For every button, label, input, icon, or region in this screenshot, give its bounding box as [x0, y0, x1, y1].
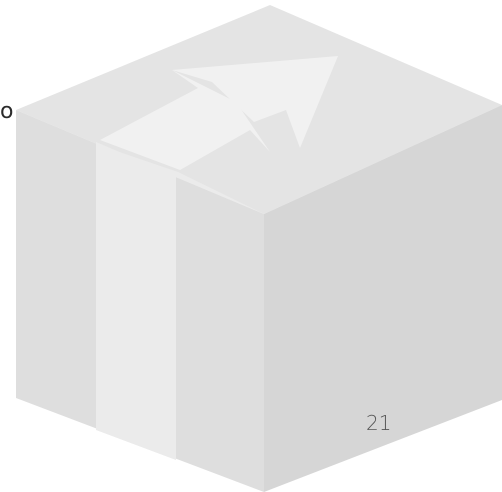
- tape-strip-side: [96, 142, 176, 460]
- arrow-up-right-icon: [100, 56, 338, 170]
- edge-glyph: o: [0, 99, 13, 124]
- box-right-face: [264, 105, 502, 492]
- side-number: 21: [366, 411, 391, 435]
